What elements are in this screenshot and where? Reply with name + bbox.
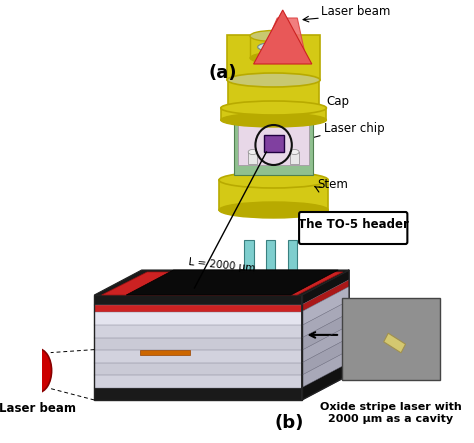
Bar: [235, 115, 313, 175]
Polygon shape: [302, 270, 349, 400]
Polygon shape: [259, 18, 306, 60]
Text: Cap: Cap: [327, 95, 349, 108]
Ellipse shape: [24, 349, 52, 392]
Bar: [94, 388, 302, 400]
Bar: [238, 115, 309, 165]
Ellipse shape: [245, 303, 254, 307]
Bar: [248, 152, 257, 164]
Bar: [221, 108, 327, 120]
Polygon shape: [94, 270, 349, 295]
Ellipse shape: [227, 73, 320, 87]
Ellipse shape: [221, 113, 327, 127]
Bar: [250, 36, 297, 58]
Polygon shape: [302, 350, 349, 388]
Polygon shape: [383, 333, 406, 353]
Text: Stem: Stem: [317, 178, 348, 191]
Text: (a): (a): [208, 64, 237, 82]
Bar: [94, 326, 302, 338]
Bar: [288, 240, 297, 305]
Polygon shape: [302, 300, 349, 338]
Text: L = 2000 μm: L = 2000 μm: [188, 257, 256, 274]
Ellipse shape: [250, 31, 297, 42]
Ellipse shape: [266, 303, 275, 307]
Text: Laser beam: Laser beam: [0, 402, 76, 415]
Bar: [140, 350, 190, 355]
Polygon shape: [302, 280, 349, 311]
Bar: [94, 375, 302, 388]
Polygon shape: [302, 338, 349, 375]
Polygon shape: [302, 325, 349, 363]
Bar: [228, 50, 319, 115]
Ellipse shape: [219, 172, 328, 188]
Bar: [94, 305, 302, 311]
Ellipse shape: [288, 303, 297, 307]
FancyBboxPatch shape: [299, 212, 407, 244]
Ellipse shape: [221, 101, 327, 115]
Ellipse shape: [219, 202, 328, 218]
Polygon shape: [254, 10, 312, 64]
Ellipse shape: [248, 149, 257, 155]
Text: The TO-5 header: The TO-5 header: [298, 218, 409, 231]
Bar: [94, 338, 302, 350]
Ellipse shape: [258, 43, 290, 51]
Bar: [266, 240, 275, 305]
Bar: [94, 350, 302, 363]
Text: Laser chip: Laser chip: [324, 122, 384, 135]
Bar: [94, 311, 302, 326]
Text: Laser beam: Laser beam: [321, 5, 390, 18]
Polygon shape: [302, 313, 349, 350]
Bar: [94, 363, 302, 375]
Polygon shape: [101, 272, 343, 295]
Bar: [245, 240, 254, 305]
Bar: [219, 180, 328, 210]
Ellipse shape: [250, 53, 297, 63]
Ellipse shape: [235, 109, 313, 121]
Bar: [342, 298, 440, 380]
Bar: [227, 35, 320, 80]
Polygon shape: [126, 270, 338, 295]
Polygon shape: [302, 270, 349, 305]
Polygon shape: [302, 287, 349, 326]
Bar: [94, 295, 302, 305]
Text: (b): (b): [274, 414, 304, 432]
Text: Oxide stripe laser with
2000 μm as a cavity: Oxide stripe laser with 2000 μm as a cav…: [320, 402, 462, 424]
Bar: [264, 135, 283, 152]
Ellipse shape: [290, 149, 299, 155]
Polygon shape: [302, 362, 349, 400]
Bar: [290, 152, 299, 164]
